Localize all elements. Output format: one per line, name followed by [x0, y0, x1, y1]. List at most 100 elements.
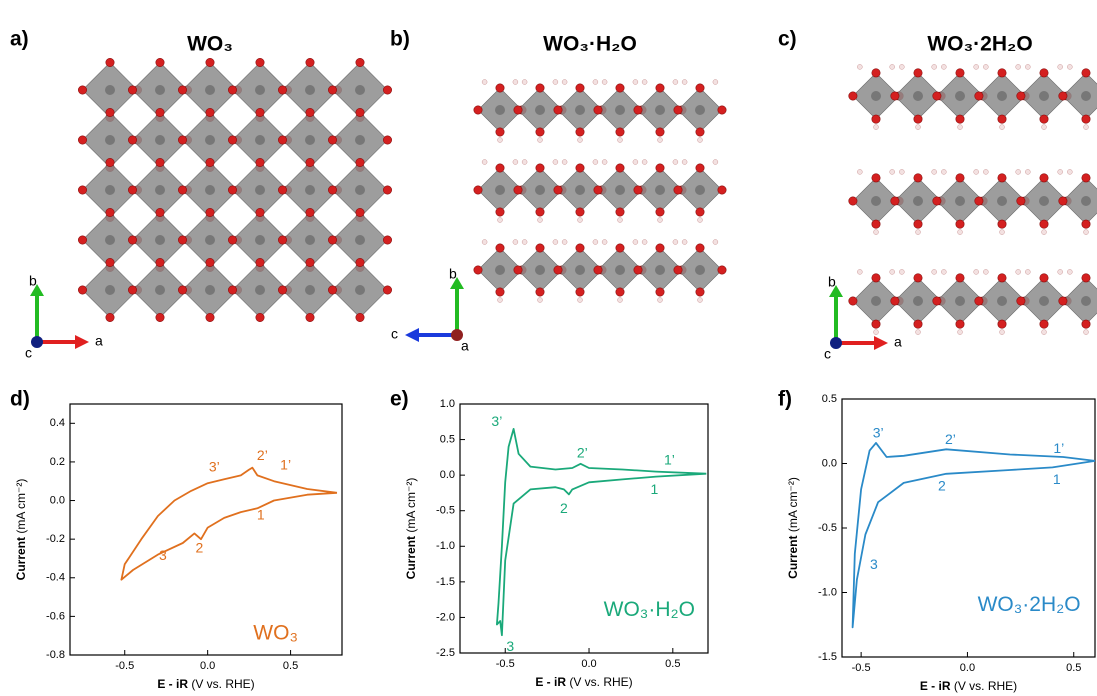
- tungsten-atom: [1081, 296, 1091, 306]
- x-axis-label: E - iR (V vs. RHE): [920, 679, 1017, 693]
- oxygen-atom: [105, 57, 115, 67]
- panel-label: e): [390, 388, 409, 411]
- oxygen-atom: [633, 265, 643, 275]
- oxygen-atom: [355, 57, 365, 67]
- oxygen-atom: [673, 105, 683, 115]
- hydrogen-atom: [899, 64, 905, 70]
- oxygen-atom: [974, 196, 984, 206]
- oxygen-atom: [974, 91, 984, 101]
- tungsten-atom: [305, 135, 315, 145]
- oxygen-atom: [997, 219, 1007, 229]
- tungsten-atom: [355, 185, 365, 195]
- oxygen-atom: [535, 163, 545, 173]
- cv-curve: [120, 466, 338, 581]
- hydrogen-atom: [657, 137, 663, 143]
- octahedron: [1062, 72, 1097, 120]
- oxygen-atom: [382, 185, 392, 195]
- hydrogen-atom: [1025, 269, 1031, 275]
- y-tick-label: -2.5: [436, 647, 455, 659]
- oxygen-atom: [673, 265, 683, 275]
- axis-letter: a: [894, 334, 902, 350]
- oxygen-atom: [155, 57, 165, 67]
- oxygen-atom: [228, 235, 238, 245]
- tungsten-atom: [655, 265, 665, 275]
- hydrogen-atom: [617, 137, 623, 143]
- oxygen-atom: [955, 319, 965, 329]
- tungsten-atom: [205, 285, 215, 295]
- hydrogen-atom: [1041, 329, 1047, 335]
- panel-label: f): [778, 388, 792, 411]
- panel-label: a): [10, 28, 29, 51]
- oxygen-atom: [305, 208, 315, 218]
- axis-letter: c: [824, 346, 831, 362]
- axis-letter: c: [25, 345, 32, 361]
- hydrogen-atom: [999, 229, 1005, 235]
- oxygen-atom: [382, 85, 392, 95]
- oxygen-atom: [382, 135, 392, 145]
- x-tick-label: -0.5: [496, 658, 515, 670]
- x-tick-label: 0.5: [665, 658, 680, 670]
- oxygen-atom: [305, 57, 315, 67]
- x-axis-label-bold: E - iR: [157, 677, 188, 691]
- oxygen-atom: [717, 265, 727, 275]
- oxygen-atom: [955, 114, 965, 124]
- panel-title: WO₃·H₂O: [543, 33, 637, 56]
- oxygen-atom: [78, 85, 88, 95]
- oxygen-atom: [871, 273, 881, 283]
- hydrogen-atom: [577, 137, 583, 143]
- x-axis-label-bold: E - iR: [920, 679, 951, 693]
- oxygen-atom: [205, 108, 215, 118]
- oxygen-atom: [1016, 91, 1026, 101]
- tungsten-atom: [535, 185, 545, 195]
- oxygen-atom: [277, 285, 287, 295]
- hydrogen-atom: [697, 217, 703, 223]
- panel-title: WO₃: [187, 33, 233, 56]
- oxygen-atom: [255, 312, 265, 322]
- oxygen-atom: [655, 287, 665, 297]
- oxygen-atom: [105, 208, 115, 218]
- hydrogen-atom: [512, 239, 519, 245]
- oxygen-atom: [277, 135, 287, 145]
- oxygen-atom: [255, 57, 265, 67]
- tungsten-atom: [575, 105, 585, 115]
- tungsten-atom: [871, 91, 881, 101]
- hydrogen-atom: [857, 64, 863, 70]
- tungsten-atom: [1039, 91, 1049, 101]
- oxygen-atom: [974, 296, 984, 306]
- cv-curve: [851, 442, 1096, 629]
- oxygen-atom: [105, 257, 115, 267]
- oxygen-atom: [1016, 196, 1026, 206]
- oxygen-atom: [327, 235, 337, 245]
- oxygen-atom: [1081, 68, 1091, 78]
- hydrogen-atom: [1041, 229, 1047, 235]
- oxygen-atom: [1039, 273, 1049, 283]
- hydrogen-atom: [899, 169, 905, 175]
- y-axis-label-bold: Current: [404, 536, 418, 579]
- tungsten-atom: [105, 235, 115, 245]
- arrow-head: [75, 335, 89, 349]
- oxygen-atom: [997, 114, 1007, 124]
- x-axis-label: E - iR (V vs. RHE): [535, 675, 632, 689]
- oxygen-atom: [355, 208, 365, 218]
- tungsten-atom: [615, 265, 625, 275]
- y-axis-label-bold: Current: [14, 537, 28, 580]
- axis-origin: [451, 329, 463, 341]
- oxygen-atom: [871, 114, 881, 124]
- hydrogen-atom: [641, 159, 648, 165]
- oxygen-atom: [155, 108, 165, 118]
- hydrogen-atom: [672, 79, 679, 85]
- y-tick-label: -0.6: [46, 610, 65, 622]
- peak-label: 1’: [280, 456, 291, 472]
- oxygen-atom: [615, 83, 625, 93]
- tungsten-atom: [495, 185, 505, 195]
- oxygen-atom: [205, 158, 215, 168]
- oxygen-atom: [575, 83, 585, 93]
- tungsten-atom: [305, 85, 315, 95]
- hydrogen-atom: [561, 239, 568, 245]
- oxygen-atom: [593, 185, 603, 195]
- oxygen-atom: [178, 235, 188, 245]
- x-axis-label-unit: (V vs. RHE): [191, 677, 254, 691]
- hydrogen-atom: [1057, 169, 1063, 175]
- oxygen-atom: [615, 163, 625, 173]
- hydrogen-atom: [577, 297, 583, 303]
